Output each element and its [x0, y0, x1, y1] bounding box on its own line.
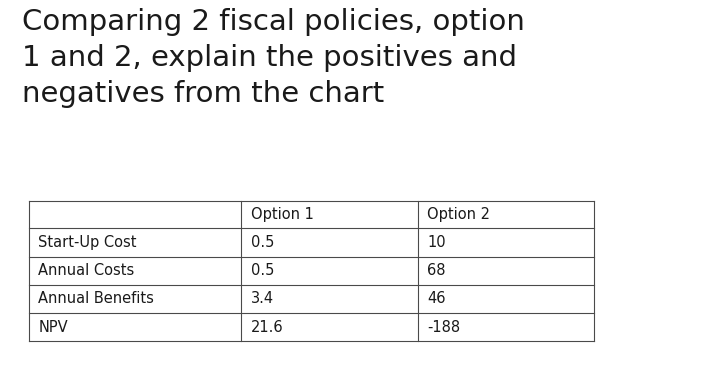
Text: -188: -188: [427, 320, 460, 335]
Text: 0.5: 0.5: [251, 235, 274, 250]
Text: 46: 46: [427, 291, 446, 306]
Text: Option 2: Option 2: [427, 207, 490, 222]
Text: Comparing 2 fiscal policies, option
1 and 2, explain the positives and
negatives: Comparing 2 fiscal policies, option 1 an…: [22, 8, 524, 108]
Text: 10: 10: [427, 235, 446, 250]
Text: NPV: NPV: [38, 320, 68, 335]
Text: Annual Benefits: Annual Benefits: [38, 291, 154, 306]
Text: Annual Costs: Annual Costs: [38, 263, 135, 278]
Text: Option 1: Option 1: [251, 207, 313, 222]
Text: Start-Up Cost: Start-Up Cost: [38, 235, 137, 250]
Text: 68: 68: [427, 263, 446, 278]
Text: 0.5: 0.5: [251, 263, 274, 278]
Text: 21.6: 21.6: [251, 320, 283, 335]
Text: 3.4: 3.4: [251, 291, 274, 306]
